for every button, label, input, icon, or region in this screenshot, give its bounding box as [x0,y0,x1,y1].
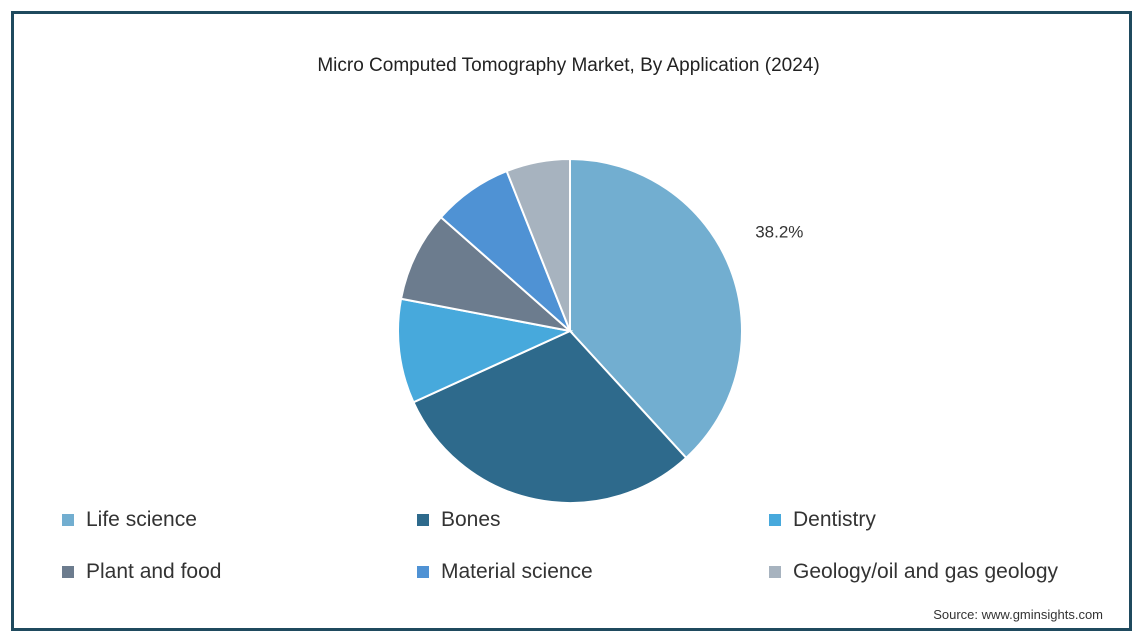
legend-item: Bones [417,508,501,532]
legend-label: Geology/oil and gas geology [793,560,1059,583]
slice-data-label: 38.2% [755,223,803,242]
legend-label: Life science [86,508,197,531]
legend-item: Life science [62,508,197,532]
legend-swatch [417,566,429,578]
legend-swatch [62,514,74,526]
legend-swatch [769,566,781,578]
pie-slice [505,157,571,332]
legend-item: Plant and food [62,560,221,584]
source-note: Source: www.gminsights.com [933,607,1103,622]
pie-slice [397,297,574,404]
pie-slice [569,157,743,460]
legend-item: Material science [417,560,593,584]
legend-label: Bones [441,508,501,531]
chart-title: Micro Computed Tomography Market, By App… [317,55,820,76]
pie-slice [412,329,688,504]
legend-swatch [62,566,74,578]
legend-label: Plant and food [86,560,222,583]
legend-label: Material science [441,560,593,583]
legend-swatch [417,514,429,526]
legend-item: Dentistry [769,508,876,532]
legend-item: Geology/oil and gas geology [769,560,1058,584]
pie-slice [399,215,574,333]
legend-label: Dentistry [793,508,876,531]
legend-swatch [769,514,781,526]
